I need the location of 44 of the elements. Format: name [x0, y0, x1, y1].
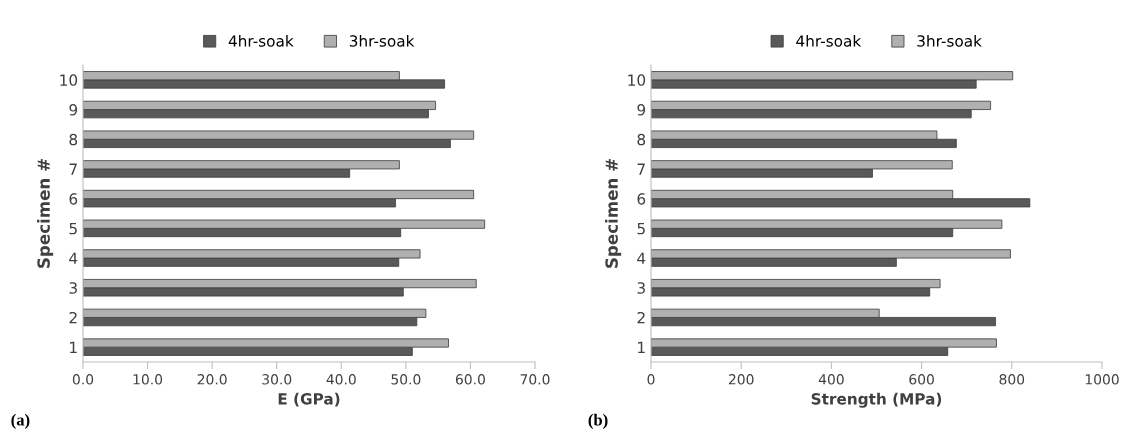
x-tick-label: 400: [818, 374, 844, 385]
y-tick-label: 10: [60, 74, 78, 86]
x-tick-label: 60.0: [455, 374, 485, 385]
y-tick-label: 5: [637, 223, 645, 235]
y-tick-label: 5: [69, 223, 77, 235]
y-tick-label: 9: [69, 104, 78, 116]
y-tick-label: 4: [637, 252, 646, 264]
x-tick-label: 20.0: [197, 374, 227, 385]
y-tick-label: 2: [69, 311, 77, 324]
x-tick-label: 10.0: [133, 374, 163, 385]
x-tick-label: 40.0: [326, 374, 356, 385]
y-tick-label: 9: [637, 104, 646, 116]
text: (a): [11, 413, 30, 429]
y-tick-label: 1: [638, 341, 645, 353]
y-tick-label: 8: [637, 133, 646, 146]
x-tick-label: 1000: [1085, 374, 1119, 385]
x-tick-label: 0.0: [72, 374, 94, 385]
y-tick-label: 1: [70, 341, 77, 353]
legend-label: 3hr-soak: [349, 34, 415, 47]
x-tick-label: 600: [909, 374, 934, 385]
y-tick-label: 6: [69, 193, 78, 205]
y-axis-title: Specimen #: [37, 159, 54, 268]
x-tick-label: 0: [647, 374, 655, 385]
x-axis-title: E (GPa): [278, 392, 340, 407]
x-axis-title: Strength (MPa): [811, 392, 942, 408]
y-tick-label: 10: [628, 74, 646, 86]
legend-label: 4hr-soak: [228, 34, 294, 47]
legend-label: 3hr-soak: [917, 34, 982, 47]
x-tick-label: 800: [999, 374, 1025, 385]
legend-label: 4hr-soak: [796, 34, 862, 47]
y-axis-title: Specimen #: [605, 159, 622, 268]
x-tick-label: 70.0: [520, 374, 550, 385]
y-tick-label: 7: [637, 163, 645, 175]
text: (b): [588, 413, 608, 429]
y-tick-label: 8: [69, 133, 78, 146]
y-tick-label: 6: [637, 193, 646, 205]
y-tick-label: 7: [69, 163, 77, 175]
y-tick-label: 2: [637, 311, 645, 324]
x-tick-label: 50.0: [391, 374, 421, 385]
y-tick-label: 3: [69, 282, 77, 294]
x-tick-label: 30.0: [262, 374, 292, 385]
y-tick-label: 4: [69, 252, 78, 264]
x-tick-label: 200: [728, 374, 754, 385]
y-tick-label: 3: [637, 282, 645, 294]
